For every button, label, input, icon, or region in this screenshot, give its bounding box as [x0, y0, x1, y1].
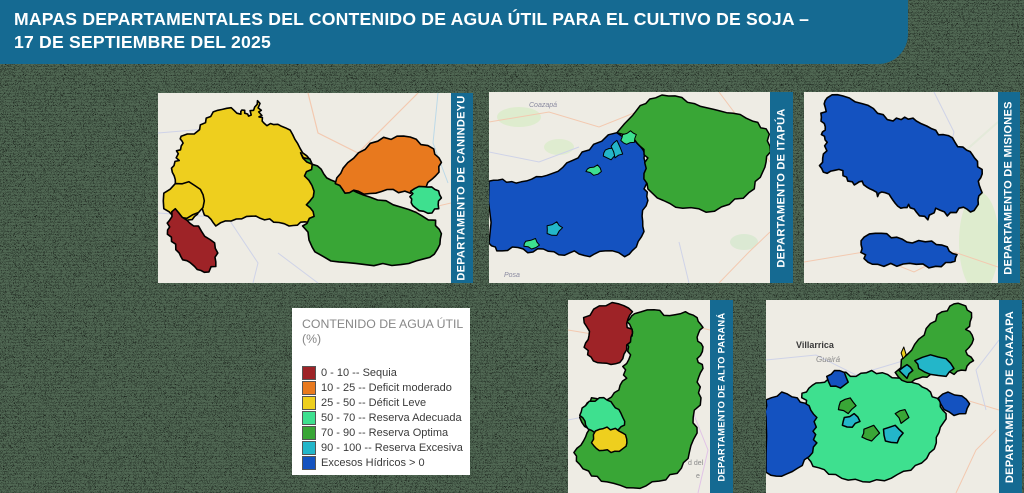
svg-text:d del: d del [688, 460, 704, 467]
svg-text:Villarrica: Villarrica [796, 340, 835, 350]
svg-text:Posa: Posa [504, 272, 520, 279]
svg-text:Guairá: Guairá [816, 355, 841, 364]
svg-text:e: e [696, 473, 700, 480]
svg-text:Coazapá: Coazapá [529, 102, 557, 109]
